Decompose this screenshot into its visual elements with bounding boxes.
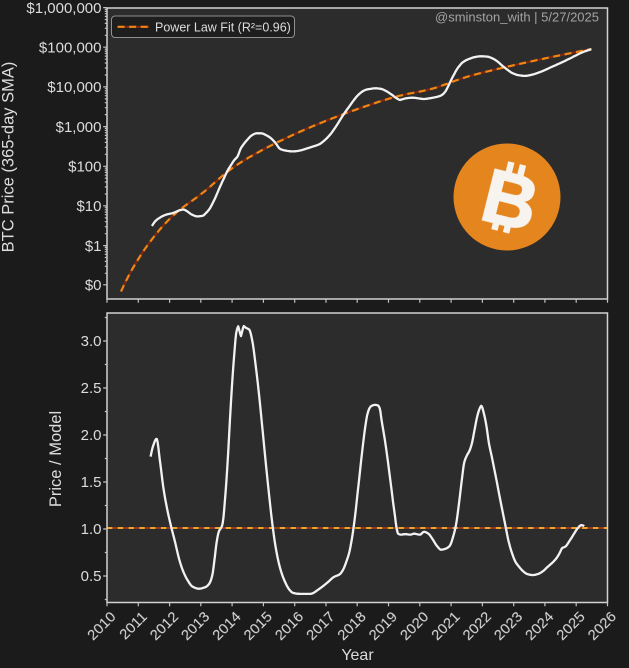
svg-text:Price / Model: Price / Model [47, 411, 65, 507]
svg-text:2.5: 2.5 [81, 380, 102, 397]
svg-text:$1,000,000: $1,000,000 [26, 0, 101, 17]
svg-text:Power Law Fit (R²=0.96): Power Law Fit (R²=0.96) [155, 20, 291, 34]
svg-text:$0: $0 [85, 277, 102, 294]
svg-text:$100,000: $100,000 [39, 39, 102, 56]
svg-text:$1,000: $1,000 [56, 119, 102, 136]
svg-text:0.5: 0.5 [81, 568, 102, 585]
svg-text:$10,000: $10,000 [47, 79, 101, 96]
svg-text:$1: $1 [85, 238, 102, 255]
svg-text:BTC Price (365-day SMA): BTC Price (365-day SMA) [0, 62, 18, 253]
svg-text:@sminston_with | 5/27/2025: @sminston_with | 5/27/2025 [435, 10, 599, 25]
svg-text:3.0: 3.0 [81, 333, 102, 350]
svg-text:1.0: 1.0 [81, 521, 102, 538]
svg-text:$100: $100 [68, 159, 101, 176]
svg-text:$10: $10 [76, 198, 101, 215]
svg-text:Year: Year [341, 647, 374, 664]
svg-text:2.0: 2.0 [81, 427, 102, 444]
svg-text:1.5: 1.5 [81, 474, 102, 491]
